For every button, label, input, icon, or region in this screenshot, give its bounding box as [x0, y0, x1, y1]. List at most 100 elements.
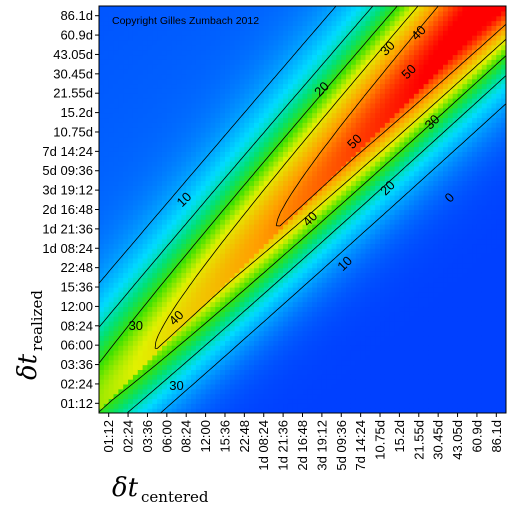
heatmap-cell — [307, 233, 313, 240]
heatmap-cell — [229, 253, 236, 259]
heatmap-cell — [176, 146, 182, 152]
heatmap-cell — [375, 320, 381, 327]
heatmap-cell — [326, 330, 333, 337]
heatmap-cell — [220, 330, 226, 337]
heatmap-cell — [191, 180, 197, 186]
heatmap-cell — [355, 107, 362, 114]
heatmap-cell — [108, 127, 115, 133]
heatmap-cell — [137, 102, 144, 109]
heatmap-cell — [346, 117, 352, 123]
heatmap-cell — [341, 330, 347, 337]
heatmap-cell — [278, 379, 284, 385]
heatmap-cell — [341, 30, 347, 36]
heatmap-cell — [244, 107, 250, 114]
heatmap-cell — [200, 141, 207, 148]
heatmap-cell — [191, 228, 197, 235]
heatmap-cell — [268, 107, 275, 114]
heatmap-cell — [210, 73, 216, 80]
heatmap-cell — [200, 350, 207, 356]
heatmap-cell — [205, 350, 212, 356]
heatmap-cell — [181, 214, 187, 220]
heatmap-cell — [326, 141, 333, 148]
heatmap-cell — [224, 272, 231, 278]
heatmap-cell — [307, 306, 313, 312]
heatmap-cell — [355, 325, 362, 332]
heatmap-cell — [200, 170, 207, 177]
heatmap-cell — [249, 122, 255, 128]
heatmap-cell — [166, 117, 173, 123]
heatmap-cell — [108, 383, 115, 390]
heatmap-cell — [370, 122, 376, 128]
heatmap-cell — [336, 190, 342, 196]
heatmap-cell — [297, 175, 304, 182]
heatmap-cell — [331, 204, 338, 211]
heatmap-cell — [137, 320, 144, 327]
heatmap-cell — [123, 68, 129, 75]
heatmap-cell — [278, 219, 284, 225]
heatmap-cell — [331, 83, 338, 89]
heatmap-cell — [244, 383, 250, 390]
heatmap-cell — [380, 291, 386, 298]
heatmap-cell — [249, 398, 255, 404]
heatmap-cell — [326, 257, 333, 264]
heatmap-cell — [273, 122, 279, 128]
heatmap-cell — [331, 383, 338, 390]
heatmap-cell — [152, 350, 158, 356]
heatmap-cell — [355, 199, 362, 206]
heatmap-cell — [234, 345, 241, 351]
heatmap-cell — [355, 224, 362, 230]
heatmap-cell — [370, 282, 376, 288]
heatmap-cell — [239, 364, 245, 370]
heatmap-cell — [336, 340, 342, 346]
heatmap-cell — [307, 141, 313, 148]
heatmap-cell — [157, 243, 163, 249]
heatmap-cell — [355, 374, 362, 380]
heatmap-cell — [350, 136, 357, 143]
heatmap-cell — [166, 345, 173, 351]
heatmap-cell — [142, 175, 149, 182]
heatmap-cell — [152, 117, 158, 123]
heatmap-cell — [103, 180, 110, 186]
heatmap-cell — [186, 44, 192, 51]
heatmap-cell — [365, 282, 371, 288]
heatmap-cell — [152, 49, 158, 56]
heatmap-cell — [239, 224, 245, 230]
heatmap-cell — [365, 403, 371, 409]
heatmap-cell — [210, 131, 216, 138]
heatmap-cell — [360, 219, 367, 225]
heatmap-cell — [336, 161, 342, 167]
heatmap-cell — [215, 350, 221, 356]
heatmap-cell — [152, 301, 158, 308]
heatmap-cell — [326, 73, 333, 80]
heatmap-cell — [321, 30, 328, 36]
heatmap-cell — [312, 64, 318, 70]
heatmap-cell — [176, 78, 182, 85]
heatmap-cell — [302, 257, 308, 264]
heatmap-cell — [302, 194, 308, 201]
heatmap-cell — [128, 282, 134, 288]
heatmap-cell — [113, 20, 119, 26]
heatmap-cell — [210, 64, 216, 70]
heatmap-cell — [200, 127, 207, 133]
heatmap-cell — [283, 359, 289, 366]
heatmap-cell — [350, 403, 357, 409]
heatmap-cell — [254, 107, 260, 114]
heatmap-cell — [312, 224, 318, 230]
heatmap-cell — [210, 306, 216, 312]
heatmap-cell — [137, 272, 144, 278]
heatmap-cell — [191, 39, 197, 46]
heatmap-cell — [307, 102, 313, 109]
heatmap-cell — [331, 209, 338, 215]
heatmap-cell — [317, 224, 323, 230]
heatmap-cell — [278, 146, 284, 152]
heatmap-cell — [113, 398, 119, 404]
heatmap-cell — [210, 122, 216, 128]
heatmap-cell — [123, 127, 129, 133]
heatmap-cell — [350, 122, 357, 128]
heatmap-cell — [171, 325, 178, 332]
heatmap-cell — [137, 282, 144, 288]
heatmap-cell — [258, 359, 265, 366]
heatmap-cell — [200, 214, 207, 220]
heatmap-cell — [331, 180, 338, 186]
heatmap-cell — [137, 190, 144, 196]
